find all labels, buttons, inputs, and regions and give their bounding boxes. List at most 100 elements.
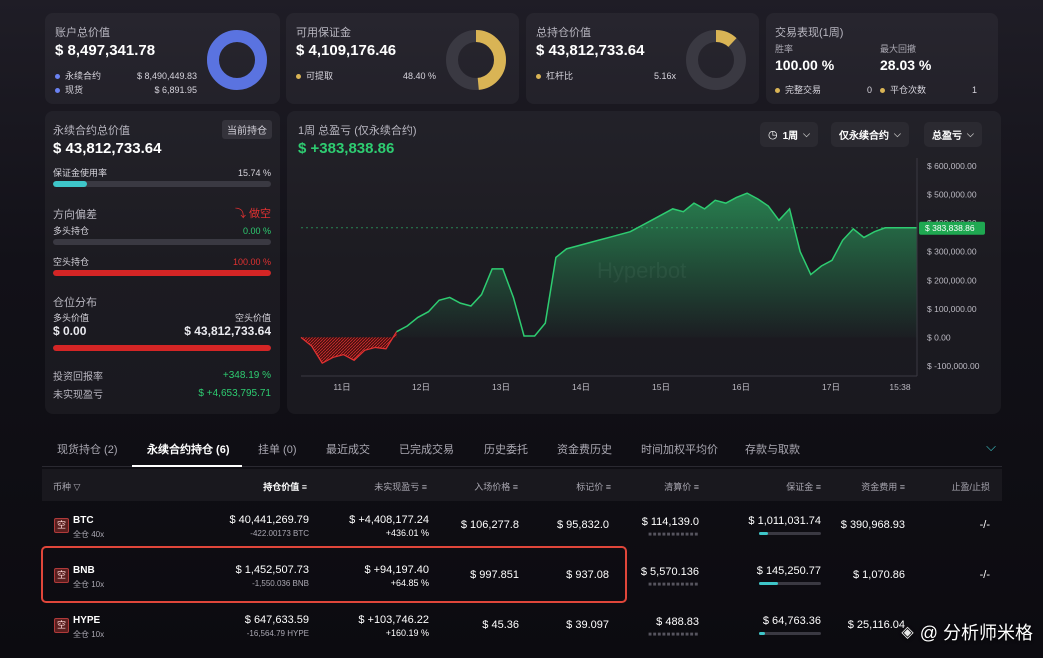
- table-row[interactable]: 空 BTC 全仓 40x $ 40,441,269.79 -422.00173 BTC $…: [42, 501, 1002, 551]
- margin-mini-bar: [759, 582, 821, 585]
- col-margin[interactable]: 保证金 ≡: [786, 482, 821, 492]
- position-value: $ 1,452,507.73: [235, 564, 309, 576]
- max-drawdown-value: 28.03 %: [880, 57, 932, 73]
- sort-icon: ≡: [815, 482, 821, 492]
- tab-order-history[interactable]: 历史委托: [484, 444, 528, 456]
- close-count-item: 平仓次数 1: [880, 83, 977, 96]
- margin-usage-bar: [53, 181, 271, 187]
- pnl-area-chart: Hyperbot $ 600,000.00$ 500,000.00$ 400,0…: [300, 158, 985, 392]
- col-liq-price[interactable]: 清算价 ≡: [664, 482, 699, 492]
- tab-spot-positions[interactable]: 现货持仓 (2): [57, 444, 118, 456]
- margin-value: $ 64,763.36: [762, 615, 821, 627]
- pnl-series-line: [396, 192, 917, 337]
- pnl-chart-label: 1周 总盈亏 (仅永续合约): [298, 125, 417, 137]
- leverage-dot-icon: [536, 74, 541, 80]
- trading-performance-card: 交易表现(1周) 胜率 100.00 % 最大回撤 28.03 % 完整交易 0…: [766, 13, 998, 104]
- margin-mode: 全仓 10x: [73, 630, 105, 639]
- table-row[interactable]: 空 HYPE 全仓 10x $ 647,633.59 -16,564.79 HYPE $ …: [42, 601, 1002, 651]
- tpsl-value[interactable]: -/-: [979, 519, 990, 531]
- tab-twap[interactable]: 时间加权平均价: [641, 444, 718, 456]
- close-count-dot-icon: [880, 88, 885, 94]
- short-badge: 空: [54, 568, 69, 583]
- col-funding[interactable]: 资金费用 ≡: [861, 482, 905, 492]
- coin-symbol[interactable]: BNB: [73, 565, 95, 576]
- binance-logo-icon: ◈: [901, 624, 914, 641]
- liq-distance-dots: ■■■■■■■■■■■: [648, 532, 699, 538]
- tab-perp-positions[interactable]: 永续合约持仓 (6): [147, 444, 230, 456]
- sort-icon: ≡: [899, 482, 905, 492]
- short-position-bar: [53, 270, 271, 276]
- scope-dropdown[interactable]: 仅永续合约 ⌵: [831, 122, 909, 147]
- col-upnl[interactable]: 未实现盈亏 ≡: [374, 482, 427, 492]
- complete-trades-dot-icon: [775, 88, 780, 94]
- y-tick-label: $ 200,000.00: [927, 275, 977, 285]
- pnl-chart-value: $ +383,838.86: [298, 140, 395, 157]
- liq-distance-dots: ■■■■■■■■■■■: [648, 582, 699, 588]
- col-entry-price[interactable]: 入场价格 ≡: [474, 482, 518, 492]
- margin-donut-chart: [446, 30, 506, 90]
- liq-distance-dots: ■■■■■■■■■■■: [648, 632, 699, 638]
- total-position-label: 总持仓价值: [536, 27, 591, 39]
- col-position-value[interactable]: 持仓价值 ≡: [263, 482, 307, 492]
- tab-completed-trades[interactable]: 已完成交易: [399, 444, 454, 456]
- y-tick-label: $ 0.00: [927, 332, 951, 342]
- margin-mini-fill: [759, 632, 766, 635]
- table-row[interactable]: 空 BNB 全仓 10x $ 1,452,507.73 -1,550.036 BNB $ …: [42, 551, 1002, 601]
- funding-value: $ 1,070.86: [853, 569, 905, 581]
- position-donut-chart: [686, 30, 746, 90]
- entry-price: $ 106,277.8: [460, 519, 519, 531]
- expand-chevron-icon[interactable]: ⌵: [986, 439, 996, 454]
- coin-symbol[interactable]: BTC: [73, 515, 94, 526]
- distribution-values: $ 0.00 $ 43,812,733.64: [53, 324, 271, 338]
- short-position-row: 空头持仓 100.00 %: [53, 256, 271, 268]
- direction-bias-value: ⤵ 做空: [234, 208, 271, 220]
- total-position-value: $ 43,812,733.64: [536, 42, 645, 59]
- y-tick-label: $ 300,000.00: [927, 247, 977, 257]
- author-watermark: ◈ @ 分析师米格: [901, 623, 1033, 643]
- chevron-down-icon: ⌵: [967, 129, 974, 139]
- tab-deposits-withdrawals[interactable]: 存款与取款: [745, 444, 800, 456]
- long-position-bar: [53, 239, 271, 245]
- tab-recent-trades[interactable]: 最近成交: [326, 444, 370, 456]
- period-dropdown[interactable]: ◷ 1周 ⌵: [760, 122, 818, 147]
- negative-area: [301, 331, 397, 364]
- coin-symbol[interactable]: HYPE: [73, 615, 101, 626]
- x-tick-label: 15:38: [889, 382, 911, 392]
- position-value: $ 647,633.59: [244, 614, 309, 626]
- withdrawable-item: 可提取 48.40 %: [296, 69, 436, 82]
- current-value-tag-text: $ 383,838.86: [925, 223, 975, 233]
- tpsl-value[interactable]: -/-: [979, 569, 990, 581]
- col-mark-price[interactable]: 标记价 ≡: [576, 482, 611, 492]
- current-position-badge[interactable]: 当前持仓: [222, 120, 272, 139]
- distribution-labels: 多头价值 空头价值: [53, 313, 271, 323]
- sort-icon: ≡: [301, 482, 307, 492]
- spot-dot-icon: [55, 88, 60, 94]
- position-size: -422.00173 BTC: [250, 529, 309, 538]
- x-tick-label: 17日: [822, 382, 840, 392]
- funding-value: $ 390,968.93: [840, 519, 905, 531]
- trend-down-icon: ⤵: [234, 208, 246, 220]
- filter-icon[interactable]: ▽: [73, 482, 81, 492]
- clock-icon: ◷: [768, 129, 778, 141]
- x-tick-label: 16日: [732, 382, 750, 392]
- trading-performance-label: 交易表现(1周): [775, 27, 844, 39]
- funding-value: $ 25,116.04: [847, 619, 905, 631]
- col-coin[interactable]: 币种 ▽: [53, 482, 81, 492]
- tab-open-orders[interactable]: 挂单 (0): [258, 444, 297, 456]
- upnl-percent: +160.19 %: [385, 628, 429, 638]
- liq-price: $ 114,139.0: [641, 516, 699, 528]
- liq-price: $ 488.83: [656, 616, 699, 628]
- leverage-item: 杠杆比 5.16x: [536, 69, 676, 82]
- tab-funding-history[interactable]: 资金费历史: [557, 444, 612, 456]
- x-tick-label: 11日: [333, 382, 350, 392]
- position-tabs: 现货持仓 (2) 永续合约持仓 (6) 挂单 (0) 最近成交 已完成交易 历史…: [42, 430, 1002, 467]
- margin-mini-bar: [759, 532, 821, 535]
- positive-area: [396, 193, 918, 338]
- x-tick-label: 13日: [492, 382, 510, 392]
- negative-series-line: [300, 331, 398, 365]
- liq-price: $ 5,570.136: [640, 566, 699, 578]
- metric-dropdown[interactable]: 总盈亏 ⌵: [924, 122, 982, 147]
- x-tick-label: 15日: [652, 382, 670, 392]
- margin-mode: 全仓 10x: [73, 580, 105, 589]
- margin-value: $ 1,011,031.74: [748, 515, 821, 527]
